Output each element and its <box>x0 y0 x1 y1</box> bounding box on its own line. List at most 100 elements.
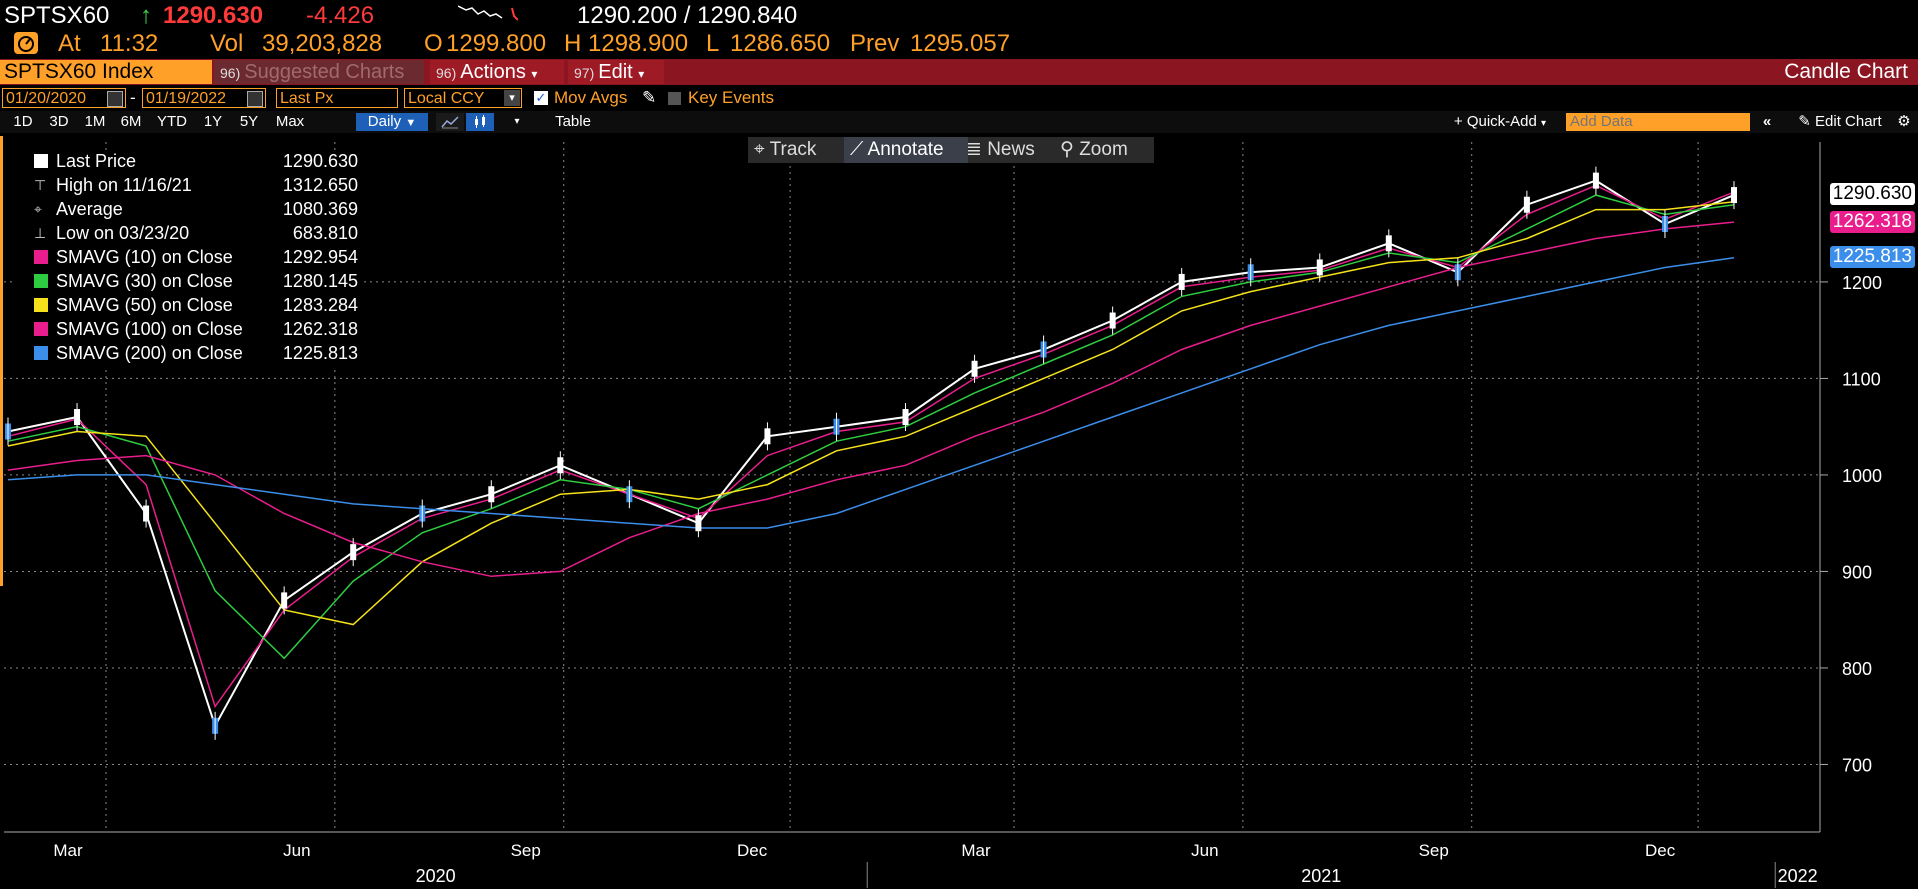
zoom-tool[interactable]: ⚲ Zoom <box>1054 137 1166 163</box>
quote-time: 11:32 <box>100 30 159 57</box>
legend-row[interactable]: SMAVG (10) on Close 1292.954 <box>14 246 364 268</box>
zoom-label: Zoom <box>1079 139 1128 160</box>
mov-avgs-label[interactable]: Mov Avgs <box>554 88 628 107</box>
price-chart[interactable]: 700 800 900 1000 1100 1200 Mar Jun Sep Dec Mar Jun S… <box>0 136 1918 889</box>
time-label: At <box>58 30 81 57</box>
legend-swatch-icon <box>34 298 48 312</box>
legend-value: 683.810 <box>292 223 358 243</box>
legend-value: 1290.630 <box>282 151 358 171</box>
currency-select[interactable]: Local CCY <box>404 88 522 108</box>
start-date-value: 01/20/2020 <box>6 90 87 107</box>
up-arrow-icon: ↑ <box>140 2 152 29</box>
add-data-input[interactable] <box>1566 113 1750 131</box>
price-field-select[interactable]: Last Px <box>276 88 398 108</box>
legend-row[interactable]: SMAVG (50) on Close 1283.284 <box>14 294 364 316</box>
quick-add-label: + Quick-Add <box>1453 113 1537 130</box>
series-line-smavg-2 <box>7 194 1735 660</box>
candle-chart-icon[interactable] <box>466 113 494 131</box>
legend-swatch-icon <box>34 346 48 360</box>
edit-chart-label: Edit Chart <box>1815 113 1882 130</box>
dropdown-caret-icon: ▾ <box>1541 118 1547 129</box>
period-button-1y[interactable]: 1Y <box>203 113 223 130</box>
chart-style-dropdown-icon[interactable]: ▾ <box>514 116 520 127</box>
period-button-3d[interactable]: 3D <box>49 113 69 130</box>
key-events-label[interactable]: Key Events <box>688 88 774 107</box>
key-events-checkbox[interactable] <box>668 92 681 105</box>
period-button-max[interactable]: Max <box>275 113 305 130</box>
period-button-5y[interactable]: 5Y <box>239 113 259 130</box>
legend-row[interactable]: SMAVG (30) on Close 1280.145 <box>14 270 364 292</box>
legend-row[interactable]: SMAVG (200) on Close 1225.813 <box>14 342 364 364</box>
y-tick-label: 700 <box>1842 755 1872 775</box>
legend-label: SMAVG (200) on Close <box>56 343 243 363</box>
pencil-icon[interactable]: ✎ <box>642 88 657 107</box>
annotate-icon: ⟋ <box>850 139 864 160</box>
range-start-marker <box>0 136 3 586</box>
chart-parameters: 01/20/2020 - 01/19/2022 Last Px Local CC… <box>0 88 1918 110</box>
bid-ask: 1290.200 / 1290.840 <box>577 2 798 29</box>
start-date-field[interactable]: 01/20/2020 <box>2 88 126 108</box>
actions-menu[interactable]: 96) Actions ▾ <box>430 60 564 84</box>
news-icon: ≣ <box>966 139 982 160</box>
date-range-dash: - <box>130 88 136 107</box>
end-date-field[interactable]: 01/19/2022 <box>142 88 266 108</box>
legend-row[interactable]: ⊤ High on 11/16/21 1312.650 <box>14 174 364 196</box>
high-value: 1298.900 <box>588 30 689 57</box>
period-button-ytd[interactable]: YTD <box>157 113 187 130</box>
frequency-select[interactable]: Daily ▼ <box>356 113 428 131</box>
news-tool[interactable]: ≣ News <box>960 137 1062 163</box>
suggested-charts-number: 96) <box>220 65 241 81</box>
low-label: L <box>706 30 720 57</box>
line-chart-icon[interactable] <box>436 113 464 131</box>
legend-value: 1280.145 <box>282 271 358 291</box>
low-marker-icon: ⊥ <box>34 225 47 241</box>
legend-row[interactable]: ⌖ Average 1080.369 <box>14 198 364 220</box>
x-tick-label: Sep <box>1419 841 1449 860</box>
gear-icon[interactable]: ⚙ <box>1897 113 1911 130</box>
annotate-tool[interactable]: ⟋ Annotate <box>844 137 968 163</box>
legend-label: Last Price <box>56 151 137 171</box>
period-button-6m[interactable]: 6M <box>120 113 142 130</box>
period-button-1m[interactable]: 1M <box>84 113 106 130</box>
chart-area[interactable]: 700 800 900 1000 1100 1200 Mar Jun Sep Dec Mar Jun S… <box>0 136 1918 889</box>
track-label: Track <box>769 139 817 160</box>
suggested-charts-button[interactable]: 96) Suggested Charts <box>214 60 424 84</box>
price-tag: 1262.318 <box>1829 210 1915 233</box>
security-field[interactable]: SPTSX60 Index <box>0 60 212 84</box>
x-tick-label: Jun <box>1191 841 1218 860</box>
legend-row[interactable]: Last Price 1290.630 <box>14 150 364 172</box>
period-button-1d[interactable]: 1D <box>13 113 33 130</box>
edit-menu[interactable]: 97) Edit ▾ <box>568 60 664 84</box>
legend-value: 1262.318 <box>282 319 358 339</box>
legend-row[interactable]: ⊥ Low on 03/23/20 683.810 <box>14 222 364 244</box>
legend-value: 1312.650 <box>282 175 358 195</box>
legend-row[interactable]: SMAVG (100) on Close 1262.318 <box>14 318 364 340</box>
legend-value: 1225.813 <box>282 343 358 363</box>
magnifier-icon: ⚲ <box>1060 139 1074 160</box>
legend-label: Low on 03/23/20 <box>56 223 190 243</box>
collapse-icon[interactable]: « <box>1762 113 1772 130</box>
legend-value: 1080.369 <box>282 199 358 219</box>
prev-label: Prev <box>850 30 900 57</box>
high-label: H <box>564 30 582 57</box>
mov-avgs-checkbox[interactable]: ✓ <box>534 90 548 105</box>
clock-gauge-icon <box>14 32 38 54</box>
x-year-label: 2020 <box>416 866 456 886</box>
table-button[interactable]: Table <box>555 113 591 130</box>
news-label: News <box>987 139 1035 160</box>
edit-chart-button[interactable]: ✎ Edit Chart <box>1784 113 1896 131</box>
volume-label: Vol <box>210 30 244 57</box>
currency-dropdown-icon[interactable]: ▾ <box>504 90 520 106</box>
x-tick-label: Mar <box>53 841 83 860</box>
actions-label: Actions <box>460 61 526 83</box>
legend-value: 1292.954 <box>282 247 358 267</box>
calendar-icon[interactable] <box>247 91 263 107</box>
quick-add-button[interactable]: + Quick-Add ▾ <box>1444 113 1556 131</box>
series-line-smavg-1 <box>7 184 1735 709</box>
legend-value: 1283.284 <box>282 295 358 315</box>
y-tick-label: 1100 <box>1842 369 1881 389</box>
calendar-icon[interactable] <box>107 91 123 107</box>
frequency-label: Daily <box>367 113 402 130</box>
legend-label: Average <box>56 199 123 219</box>
track-tool[interactable]: ⌖ Track <box>748 137 852 163</box>
